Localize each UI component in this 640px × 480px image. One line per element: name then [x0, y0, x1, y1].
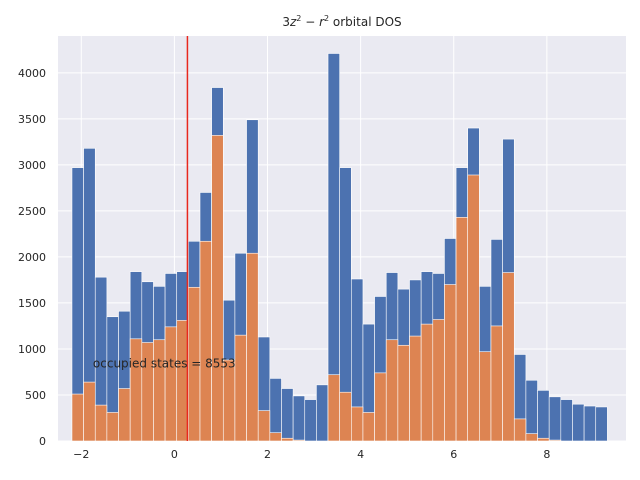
- bar-occupied: [292, 439, 306, 442]
- bar-occupied: [362, 412, 375, 442]
- x-tick-label: 6: [450, 448, 457, 461]
- bar-occupied: [118, 388, 131, 442]
- bar-occupied: [479, 351, 492, 442]
- bar-occupied: [444, 284, 457, 442]
- bar-occupied: [71, 393, 84, 442]
- occupied-states-annotation: occupied states = 8553: [93, 356, 236, 370]
- x-tick-label: 8: [543, 448, 550, 461]
- y-tick-label: 4000: [18, 67, 46, 80]
- y-tick-label: 0: [39, 435, 46, 448]
- bar-total: [572, 403, 585, 442]
- y-tick-label: 2500: [18, 205, 46, 218]
- bar-occupied: [106, 412, 119, 442]
- bar-total: [560, 399, 573, 442]
- bar-total: [583, 405, 597, 442]
- bar-occupied: [385, 339, 399, 442]
- bar-occupied: [164, 326, 178, 442]
- x-tick-label: 4: [357, 448, 364, 461]
- bar-occupied: [374, 372, 387, 442]
- bar-occupied: [153, 339, 166, 442]
- bar-occupied: [94, 404, 108, 442]
- bar-occupied: [222, 359, 236, 442]
- bar-occupied: [327, 374, 340, 442]
- bar-occupied: [455, 217, 469, 442]
- y-tick-label: 2000: [18, 251, 46, 264]
- bar-occupied: [129, 338, 143, 442]
- bar-occupied: [420, 323, 434, 442]
- bar-occupied: [397, 344, 410, 442]
- bar-occupied: [257, 410, 271, 442]
- bar-total: [304, 399, 317, 442]
- y-tick-label: 1000: [18, 343, 46, 356]
- bar-total: [548, 396, 562, 442]
- bar-occupied: [269, 432, 282, 442]
- bar-total: [595, 406, 608, 442]
- bar-occupied: [432, 319, 445, 442]
- bar-total: [525, 379, 538, 442]
- tick-labels: −2 0 2 4 6 8 0 500 1000 1500 2000 2500 3000 3500 4000: [18, 67, 550, 461]
- histogram-bars: [71, 53, 608, 442]
- y-tick-label: 1500: [18, 297, 46, 310]
- bar-occupied: [246, 252, 259, 442]
- bar-occupied: [339, 391, 352, 442]
- bar-occupied: [548, 439, 562, 442]
- bar-total: [281, 388, 294, 442]
- bar-occupied: [537, 437, 550, 442]
- bar-total: [269, 378, 282, 442]
- bar-occupied: [525, 433, 538, 442]
- y-tick-label: 500: [25, 389, 46, 402]
- bar-occupied: [502, 272, 515, 442]
- x-tick-label: 2: [264, 448, 271, 461]
- bar-occupied: [513, 418, 527, 442]
- x-tick-label: 0: [171, 448, 178, 461]
- y-tick-label: 3000: [18, 159, 46, 172]
- bar-occupied: [281, 437, 294, 442]
- bar-occupied: [351, 406, 364, 442]
- bar-occupied: [83, 381, 96, 442]
- bar-occupied: [176, 320, 189, 442]
- chart-title: 3z2 − r2 orbital DOS: [282, 14, 401, 29]
- bar-occupied: [409, 335, 422, 442]
- bar-occupied: [234, 334, 247, 442]
- bar-total: [537, 390, 550, 442]
- bar-occupied: [199, 240, 212, 442]
- bar-occupied: [467, 174, 480, 442]
- bar-occupied: [490, 325, 503, 442]
- x-tick-label: −2: [73, 448, 89, 461]
- bar-occupied: [211, 135, 224, 442]
- bar-total: [292, 395, 306, 442]
- y-tick-label: 3500: [18, 113, 46, 126]
- bar-total: [316, 384, 329, 442]
